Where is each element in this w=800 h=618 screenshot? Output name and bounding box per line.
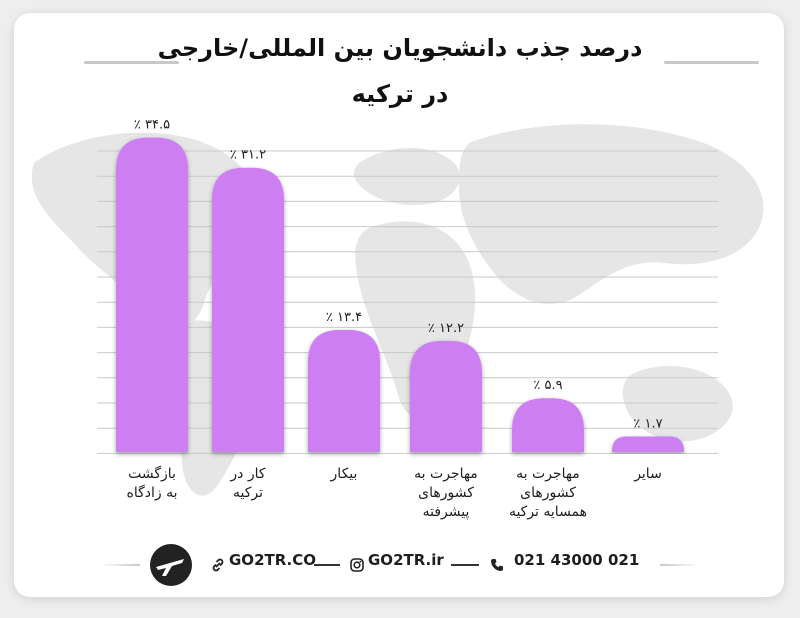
- instagram-handle[interactable]: GO2TR.ir: [368, 551, 444, 569]
- value-label: ٪ ۳۴.۵: [134, 118, 170, 133]
- category-label: به زادگاه: [126, 484, 177, 501]
- link-icon: [212, 558, 224, 572]
- value-label: ٪ ۱.۷: [633, 417, 662, 432]
- bar: [116, 137, 188, 452]
- chart-title-line-1: درصد جذب دانشجویان بین المللی/خارجی: [157, 34, 643, 62]
- bar: [212, 167, 284, 452]
- footer-contact-bar: GO2TR.CO GO2TR.ir 021 43000 021: [0, 534, 800, 594]
- instagram-icon: [350, 558, 364, 572]
- bar: [512, 398, 584, 452]
- title-rule-left: [84, 61, 179, 64]
- category-label: پیشرفته: [423, 504, 470, 520]
- title-rule-right: [664, 61, 759, 64]
- category-label: سایر: [633, 466, 662, 482]
- bar: [308, 329, 380, 452]
- value-label: ٪ ۱۳.۴: [326, 310, 362, 325]
- category-label: مهاجرت به: [516, 466, 580, 482]
- chart-title-line-2: در ترکیه: [351, 80, 449, 108]
- value-label: ٪ ۳۱.۲: [230, 148, 266, 163]
- footer-separator-2: [451, 564, 479, 566]
- value-label: ٪ ۵.۹: [533, 378, 562, 393]
- value-label: ٪ ۱۲.۲: [428, 321, 464, 336]
- category-label: کار در: [229, 466, 265, 482]
- footer-separator-1: [314, 564, 340, 566]
- category-label: مهاجرت به: [414, 466, 478, 482]
- phone-number[interactable]: 021 43000 021: [514, 551, 640, 569]
- bar: [410, 340, 482, 452]
- phone-icon: [491, 559, 503, 571]
- category-label: بیکار: [330, 466, 358, 482]
- category-label: بازگشت: [128, 465, 176, 482]
- category-label: کشورهای: [520, 485, 576, 501]
- category-label: کشورهای: [418, 485, 474, 501]
- category-label: ترکیه: [233, 485, 263, 501]
- website-link[interactable]: GO2TR.CO: [229, 551, 317, 569]
- footer-rule-left: [100, 564, 140, 566]
- footer-rule-right: [660, 564, 700, 566]
- bar: [612, 436, 684, 452]
- logo-icon: [150, 544, 192, 586]
- category-label: همسایه ترکیه: [509, 504, 587, 520]
